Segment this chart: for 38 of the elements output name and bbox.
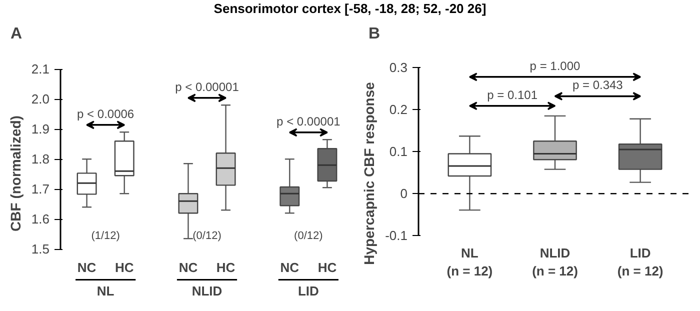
y-tick-label: 1.7	[31, 182, 50, 197]
y-tick-label: 1.9	[31, 122, 50, 137]
y-tick-label: -0.1	[385, 228, 408, 244]
y-tick-label: 1.5	[31, 242, 50, 257]
x-tick-label: HC	[216, 260, 236, 275]
chart-title: Sensorimotor cortex [-58, -18, 28; 52, -20 26]	[214, 0, 486, 18]
annotation: p = 0.101	[487, 88, 538, 102]
y-tick-label: 2.0	[31, 92, 50, 107]
annotation: p < 0.00001	[276, 114, 341, 128]
annotation: p < 0.0006	[77, 106, 134, 121]
x-tick-label: HC	[318, 260, 338, 275]
x-tick-label: NL (n = 12)	[446, 246, 493, 279]
annotation: p < 0.00001	[175, 80, 240, 94]
text: A	[10, 26, 22, 42]
y-axis-title: CBF (normalized)	[7, 116, 24, 232]
y-tick-label: 0	[400, 186, 408, 202]
annotation: p = 1.000	[530, 58, 581, 73]
text: LID	[298, 283, 319, 298]
x-tick-label: NC	[77, 260, 97, 275]
x-tick-label: NC	[280, 260, 300, 275]
y-tick-label: 0.1	[389, 144, 408, 160]
y-axis-title: Hypercapnic CBF response	[361, 82, 378, 265]
annotation: (0/12)	[192, 230, 222, 242]
y-tick-label: 1.8	[31, 152, 50, 167]
y-tick-label: 2.1	[31, 62, 50, 77]
x-tick-label: NC	[178, 260, 198, 275]
annotation: (1/12)	[91, 230, 120, 242]
text: B	[368, 26, 380, 42]
x-tick-label: LID (n = 12)	[617, 246, 664, 279]
annotation: (0/12)	[294, 230, 323, 242]
y-tick-label: 1.6	[31, 212, 50, 227]
text: NL	[96, 283, 114, 298]
y-tick-label: 0.2	[389, 102, 408, 118]
x-tick-label: HC	[114, 260, 134, 275]
x-tick-label: NLID (n = 12)	[532, 246, 578, 279]
y-tick-label: 0.3	[389, 60, 408, 76]
annotation: p = 0.343	[572, 78, 624, 92]
text: NLID	[192, 283, 222, 298]
